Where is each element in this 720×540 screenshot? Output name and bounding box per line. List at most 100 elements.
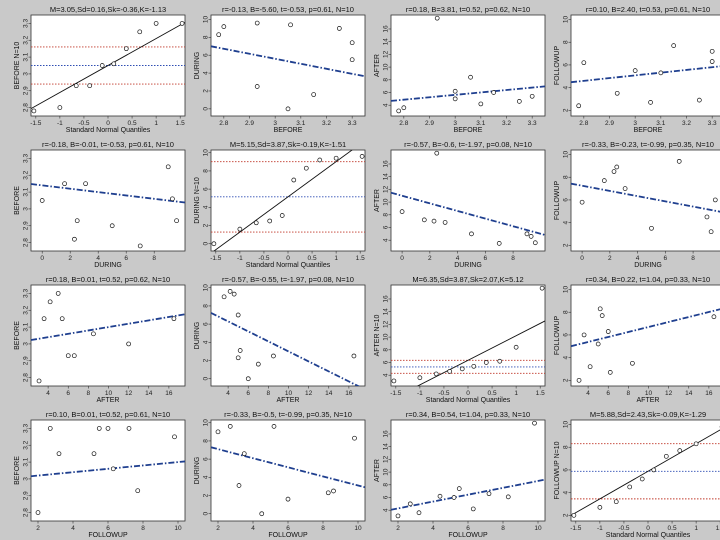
x-tick-label: 12 — [305, 390, 313, 397]
data-point — [227, 424, 233, 429]
x-tick-label: 0.5 — [308, 255, 317, 262]
y-tick-label: 3.2 — [23, 170, 30, 179]
x-tick-label: 0 — [580, 255, 584, 262]
x-tick-label: 14 — [145, 390, 153, 397]
data-point — [170, 196, 175, 202]
x-tick-label: 16 — [165, 390, 173, 397]
data-point — [597, 306, 603, 312]
y-tick-label: 2.8 — [23, 238, 30, 247]
y-tick-label: 3 — [23, 207, 30, 211]
data-point — [452, 96, 458, 102]
x-tick-label: -0.5 — [618, 525, 630, 532]
data-point — [399, 209, 405, 214]
data-point — [291, 177, 297, 183]
x-tick-label: 2 — [608, 255, 612, 262]
data-point — [288, 22, 293, 28]
x-axis-label: Standard Normal Quantiles — [426, 397, 511, 404]
x-tick-label: 3 — [273, 120, 277, 127]
data-point — [285, 106, 291, 112]
plot-area — [570, 419, 720, 522]
y-axis-label: AFTER N=10 — [374, 314, 381, 356]
x-axis-label: BEFORE — [274, 127, 303, 134]
data-point — [153, 21, 159, 26]
data-point — [165, 164, 171, 170]
y-tick-label: 3.2 — [23, 305, 30, 314]
data-point — [215, 429, 221, 435]
y-tick-label: 10 — [383, 198, 390, 206]
panel-title: r=0.34, B=0.22, t=1.04, p=0.33, N=10 — [586, 275, 710, 284]
x-axis-label: Standard Normal Quantiles — [246, 262, 331, 269]
data-point — [470, 506, 476, 512]
y-axis-label: AFTER — [374, 189, 381, 212]
y-axis-label: AFTER — [374, 459, 381, 482]
data-point — [417, 375, 423, 381]
data-point — [351, 353, 357, 359]
y-tick-label: 8 — [563, 40, 570, 44]
x-tick-label: 8 — [627, 390, 631, 397]
data-point — [171, 316, 177, 322]
y-tick-label: 3.3 — [23, 154, 30, 163]
data-point — [96, 426, 102, 431]
y-tick-label: 4 — [203, 340, 210, 344]
y-tick-label: 3.3 — [23, 424, 30, 433]
normal-reference-line — [213, 150, 353, 251]
data-point — [349, 57, 355, 63]
data-point — [434, 150, 440, 156]
x-tick-label: -1 — [417, 390, 423, 397]
data-point — [111, 61, 117, 67]
x-tick-label: 3.3 — [348, 120, 357, 127]
panel-title: M=5.15,Sd=3.87,Sk=-0.19,K=-1.51 — [230, 140, 346, 149]
y-tick-label: 8 — [563, 175, 570, 179]
x-axis-label: AFTER — [277, 397, 300, 404]
y-tick-label: 3 — [23, 72, 30, 76]
data-point — [279, 213, 285, 218]
x-axis-label: FOLLOWUP — [88, 532, 128, 539]
panel-title: r=-0.57, B=-0.6, t=-1.97, p=0.08, N=10 — [404, 140, 532, 149]
data-point — [227, 289, 233, 294]
data-point — [55, 291, 61, 296]
plot-area — [210, 14, 366, 117]
data-point — [83, 181, 88, 187]
data-point — [532, 420, 537, 426]
data-point — [41, 316, 47, 322]
x-tick-label: 8 — [501, 525, 505, 532]
x-tick-label: 8 — [141, 525, 145, 532]
data-point — [36, 378, 42, 384]
y-tick-label: 0 — [203, 512, 210, 516]
plot-area — [210, 419, 366, 522]
y-tick-label: 6 — [383, 360, 390, 364]
y-tick-label: 2.9 — [23, 491, 30, 500]
x-tick-label: 0 — [466, 390, 470, 397]
panel-3-3: M=5.88,Sd=2.43,Sk=-0.09,K=-1.29 -1.5 -1 -0.… — [554, 410, 720, 539]
x-tick-label: 0 — [400, 255, 404, 262]
y-tick-label: 6 — [383, 225, 390, 229]
data-point — [73, 83, 79, 89]
panel-1-1: M=5.15,Sd=3.87,Sk=-0.19,K=-1.51 -1.5 -1 -0.… — [194, 140, 366, 269]
x-tick-label: 8 — [152, 255, 156, 262]
y-tick-label: 10 — [203, 149, 210, 157]
plot-area — [570, 14, 720, 117]
normal-reference-line — [416, 320, 545, 386]
data-point — [109, 223, 115, 229]
x-tick-label: -1.5 — [390, 390, 402, 397]
y-tick-label: 8 — [383, 483, 390, 487]
y-tick-label: 14 — [383, 443, 390, 451]
y-axis-label: DURING — [194, 52, 201, 80]
data-point — [607, 370, 613, 375]
data-point — [105, 426, 111, 431]
x-tick-label: 6 — [124, 255, 128, 262]
data-point — [174, 218, 179, 224]
x-axis-label: DURING — [634, 262, 662, 269]
x-tick-label: 1 — [694, 525, 698, 532]
data-point — [416, 510, 422, 516]
panel-title: r=-0.18, B=-0.01, t=-0.53, p=0.61, N=10 — [42, 140, 174, 149]
x-tick-label: 14 — [685, 390, 693, 397]
data-point — [601, 178, 607, 183]
plot-marks — [571, 306, 720, 383]
y-tick-label: 2 — [563, 378, 570, 382]
plot-area — [570, 284, 720, 387]
data-point — [259, 511, 265, 517]
plot-marks — [31, 291, 185, 384]
data-point — [56, 451, 62, 457]
x-tick-label: 1.5 — [536, 390, 545, 397]
